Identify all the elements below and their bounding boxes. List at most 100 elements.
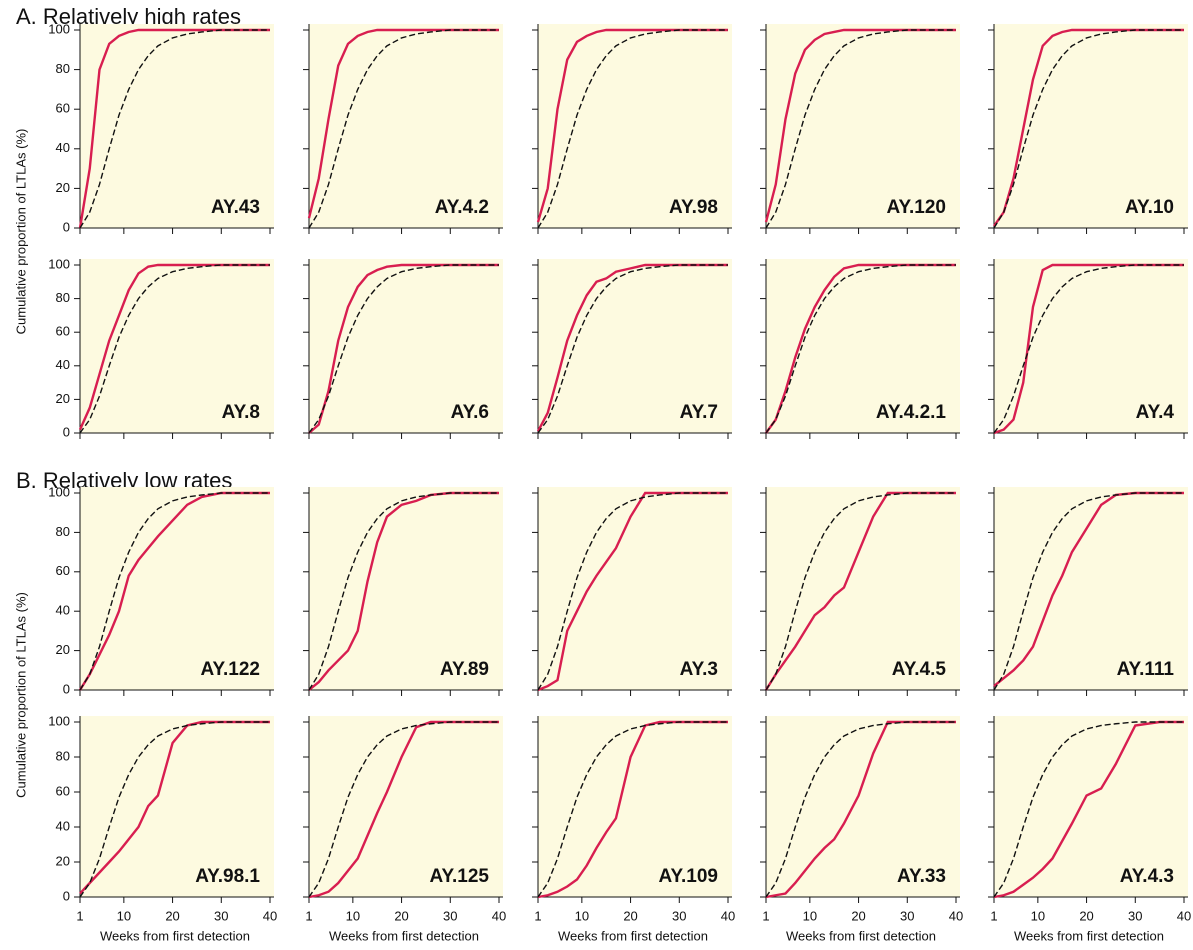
x-tick-label: 10 bbox=[803, 908, 817, 923]
panel-label: AY.4.5 bbox=[892, 659, 947, 680]
series-line bbox=[537, 491, 728, 692]
series-line bbox=[993, 721, 1184, 898]
panel-label: AY.125 bbox=[429, 866, 489, 887]
plot-background bbox=[80, 259, 274, 433]
panel-label: AY.4.3 bbox=[1120, 866, 1174, 887]
y-axis-title: Cumulative proportion of LTLAs (%) bbox=[13, 592, 28, 798]
panel-label: AY.3 bbox=[680, 659, 718, 680]
x-tick-label: 30 bbox=[214, 908, 228, 923]
x-tick-label: 1 bbox=[305, 908, 312, 923]
series-line bbox=[764, 491, 956, 691]
series-line bbox=[537, 264, 728, 434]
x-tick-label: 40 bbox=[1177, 908, 1191, 923]
series-line bbox=[765, 721, 956, 898]
y-tick-label: 60 bbox=[56, 101, 70, 116]
series-line bbox=[993, 720, 1184, 899]
y-tick-label: 20 bbox=[56, 180, 70, 195]
y-tick-label: 40 bbox=[56, 357, 70, 372]
x-tick-label: 20 bbox=[394, 908, 408, 923]
y-tick-label: 0 bbox=[63, 219, 70, 234]
series-line bbox=[537, 720, 728, 899]
series-line bbox=[308, 720, 499, 899]
panel-label: AY.4.2 bbox=[435, 197, 489, 218]
x-tick-label: 10 bbox=[346, 908, 360, 923]
series-line bbox=[78, 491, 270, 691]
y-tick-label: 100 bbox=[48, 256, 70, 271]
plot-background bbox=[80, 24, 274, 228]
x-axis-title: Weeks from first detection bbox=[1014, 928, 1164, 943]
series-line bbox=[993, 264, 1184, 434]
x-tick-label: 40 bbox=[263, 908, 277, 923]
x-tick-label: 30 bbox=[672, 908, 686, 923]
x-tick-label: 1 bbox=[534, 908, 541, 923]
plot-background bbox=[766, 24, 960, 228]
x-tick-label: 20 bbox=[165, 908, 179, 923]
y-tick-label: 20 bbox=[56, 853, 70, 868]
y-tick-label: 100 bbox=[48, 484, 70, 499]
panel-label: AY.89 bbox=[440, 659, 489, 680]
series-line bbox=[79, 721, 270, 898]
x-tick-label: 40 bbox=[492, 908, 506, 923]
x-tick-label: 40 bbox=[721, 908, 735, 923]
series-line bbox=[308, 264, 499, 434]
y-tick-label: 100 bbox=[48, 21, 70, 36]
series-line bbox=[993, 492, 1184, 691]
y-tick-label: 0 bbox=[63, 424, 70, 439]
plot-background bbox=[538, 259, 732, 433]
x-tick-label: 10 bbox=[117, 908, 131, 923]
panel-label: AY.7 bbox=[680, 402, 718, 423]
x-tick-label: 30 bbox=[1128, 908, 1142, 923]
panel-label: AY.98.1 bbox=[195, 866, 260, 887]
plot-background bbox=[538, 487, 732, 690]
series-line bbox=[993, 28, 1184, 227]
plot-background bbox=[80, 487, 274, 690]
series-line bbox=[764, 28, 956, 223]
panel-label: AY.109 bbox=[658, 866, 718, 887]
x-axis-title: Weeks from first detection bbox=[100, 928, 250, 943]
series-line bbox=[765, 264, 956, 434]
panel-label: AY.111 bbox=[1117, 659, 1175, 680]
plot-background bbox=[766, 716, 960, 897]
y-tick-label: 80 bbox=[56, 61, 70, 76]
panel-label: AY.33 bbox=[897, 866, 946, 887]
y-tick-label: 20 bbox=[56, 642, 70, 657]
x-tick-label: 20 bbox=[851, 908, 865, 923]
series-line bbox=[307, 28, 499, 219]
plot-background bbox=[538, 24, 732, 228]
x-tick-label: 1 bbox=[990, 908, 997, 923]
series-line bbox=[78, 28, 270, 229]
series-line bbox=[765, 492, 956, 691]
x-axis-title: Weeks from first detection bbox=[786, 928, 936, 943]
plot-background bbox=[994, 716, 1188, 897]
x-axis-title: Weeks from first detection bbox=[558, 928, 708, 943]
x-tick-label: 30 bbox=[900, 908, 914, 923]
y-tick-label: 60 bbox=[56, 563, 70, 578]
x-tick-label: 1 bbox=[76, 908, 83, 923]
y-tick-label: 80 bbox=[56, 748, 70, 763]
y-tick-label: 0 bbox=[63, 681, 70, 696]
series-line bbox=[79, 264, 270, 434]
y-tick-label: 80 bbox=[56, 524, 70, 539]
panel-label: AY.122 bbox=[200, 659, 260, 680]
panel-label: AY.43 bbox=[211, 197, 260, 218]
panel-label: AY.8 bbox=[222, 402, 260, 423]
y-tick-label: 40 bbox=[56, 140, 70, 155]
y-tick-label: 60 bbox=[56, 324, 70, 339]
x-axis-title: Weeks from first detection bbox=[329, 928, 479, 943]
series-line bbox=[308, 721, 499, 898]
plot-background bbox=[994, 24, 1188, 228]
y-tick-label: 40 bbox=[56, 818, 70, 833]
series-line bbox=[536, 28, 728, 223]
series-line bbox=[308, 491, 499, 691]
y-tick-label: 20 bbox=[56, 391, 70, 406]
y-tick-label: 60 bbox=[56, 783, 70, 798]
y-tick-label: 80 bbox=[56, 290, 70, 305]
series-line bbox=[993, 491, 1184, 687]
x-tick-label: 30 bbox=[443, 908, 457, 923]
panel-label: AY.4.2.1 bbox=[876, 402, 947, 423]
series-line bbox=[308, 492, 499, 691]
x-tick-label: 20 bbox=[1079, 908, 1093, 923]
plot-background bbox=[80, 716, 274, 897]
y-tick-label: 100 bbox=[48, 713, 70, 728]
